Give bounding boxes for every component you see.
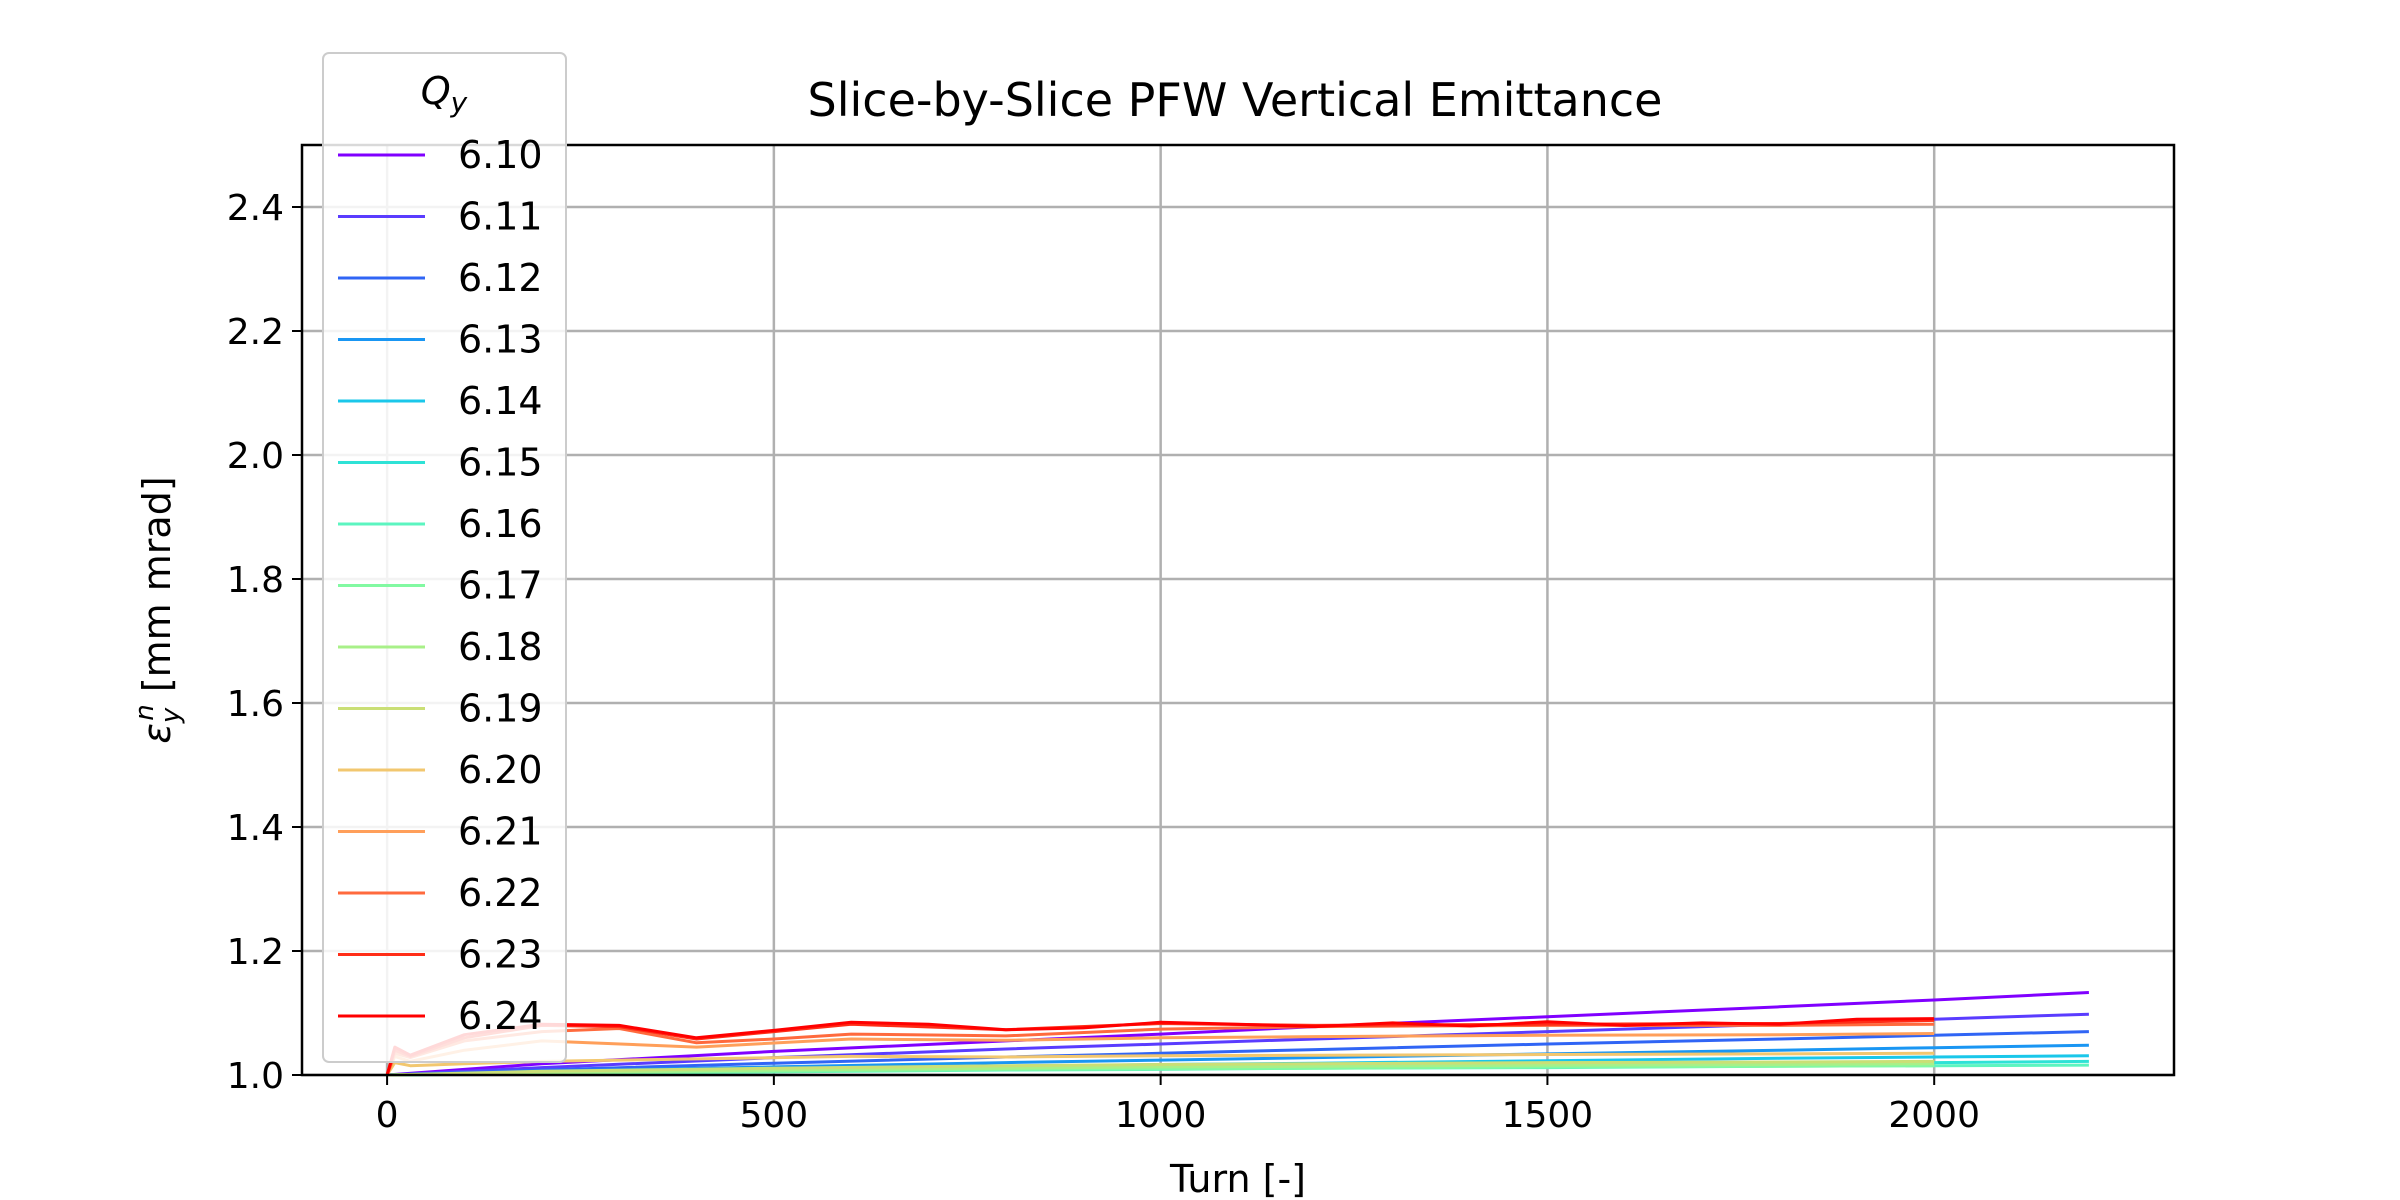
chart-title: Slice-by-Slice PFW Vertical Emittance <box>808 73 1663 127</box>
legend-label-6.22: 6.22 <box>458 871 543 915</box>
legend-label-6.18: 6.18 <box>458 625 543 669</box>
legend-label-6.20: 6.20 <box>458 748 543 792</box>
legend-label-6.19: 6.19 <box>458 687 543 731</box>
series-line-6.20 <box>385 1051 1935 1076</box>
x-tick-label: 1500 <box>1502 1095 1594 1136</box>
x-tick-label: 500 <box>740 1095 809 1136</box>
y-tick-label: 1.4 <box>227 808 284 849</box>
legend-label-6.23: 6.23 <box>458 933 543 977</box>
legend-label-6.17: 6.17 <box>458 564 543 608</box>
legend-title-base: Q <box>421 69 451 113</box>
legend-label-6.11: 6.11 <box>458 195 543 239</box>
legend-label-6.10: 6.10 <box>458 133 543 177</box>
y-tick-label: 2.4 <box>227 188 284 229</box>
grid <box>302 145 2174 1077</box>
x-tick-label: 1000 <box>1115 1095 1207 1136</box>
legend: Qy 6.106.116.126.136.146.156.166.176.186… <box>322 52 567 1063</box>
legend-label-6.14: 6.14 <box>458 379 543 423</box>
legend-title-subscript: y <box>450 86 468 119</box>
legend-title: Qy <box>421 69 468 119</box>
legend-label-6.21: 6.21 <box>458 810 543 854</box>
legend-label-6.24: 6.24 <box>458 994 543 1038</box>
plot-frame <box>300 143 2176 1077</box>
legend-entries: 6.10 6.11 6.12 6.13 6.14 6.15 6.16 6.17 6.18 6.19… <box>338 133 543 1038</box>
y-tick-label: 2.0 <box>227 436 284 477</box>
series-line-6.12 <box>387 1030 2089 1077</box>
y-axis-label-unit: [mm mrad] <box>135 476 179 704</box>
y-tick-label: 1.0 <box>227 1056 284 1097</box>
x-tick-label: 0 <box>376 1095 399 1136</box>
y-axis-label-subscript: y <box>156 707 186 724</box>
y-tick-label: 1.6 <box>227 684 284 725</box>
legend-box <box>322 52 567 1063</box>
y-tick-label: 1.2 <box>227 932 284 973</box>
series-line-6.19 <box>387 1059 1935 1077</box>
legend-label-6.12: 6.12 <box>458 256 543 300</box>
x-tick-label: 2000 <box>1888 1095 1980 1136</box>
y-tick-label: 1.8 <box>227 560 284 601</box>
series-line-6.10 <box>386 991 2089 1077</box>
y-axis-label-superscript: n <box>130 704 160 720</box>
y-axis-label: εyn [mm mrad] <box>130 476 186 743</box>
legend-label-6.16: 6.16 <box>458 502 543 546</box>
y-axis-label-symbol: ε <box>135 723 179 744</box>
y-tick-label: 2.2 <box>227 312 284 353</box>
axis-ticks: 0 500 1000 1500 2000 1.0 1.2 1.4 1.6 1.8 2.0 2.2 2.4 <box>227 188 1980 1136</box>
x-axis-label: Turn [-] <box>1169 1157 1306 1200</box>
legend-label-6.15: 6.15 <box>458 441 543 485</box>
legend-label-6.13: 6.13 <box>458 318 543 362</box>
